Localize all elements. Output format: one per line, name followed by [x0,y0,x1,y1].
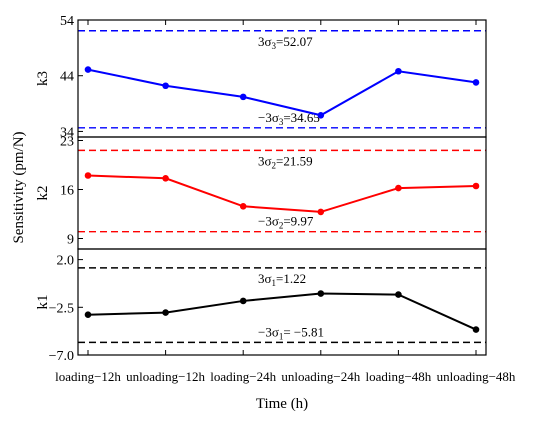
data-point-panel-2-3 [239,203,247,210]
y-tick-label-panel-3: −2.5 [49,301,74,316]
data-point-panel-2-5 [395,184,402,192]
x-axis-title: Time (h) [256,396,308,412]
annotation-subscript: 3 [279,117,284,127]
data-point-panel-1-4 [317,111,325,119]
y-tick-label-panel-2: 16 [60,184,74,199]
annotation-subscript: 3 [272,41,277,51]
panel-ylabel-1: k3 [35,71,51,86]
annotation-value: = −5.81 [283,324,324,339]
data-point-panel-3-6 [472,326,480,333]
annotation-main: −3σ [258,110,279,125]
annotation-value: =34.65 [283,110,320,125]
series-line-panel-3 [87,292,477,331]
annotation-main: 3σ [258,153,272,168]
data-point-panel-1-1 [84,66,92,73]
x-tick-label: loading−24h [210,369,276,384]
data-point-panel-3-1 [84,311,92,319]
series-line-panel-2 [87,174,477,213]
data-point-panel-3-5 [395,291,402,298]
data-point-panel-1-6 [472,79,480,86]
threshold-annotation-2-1: 3σ2=21.59 [258,153,313,170]
x-tick-label: unloading−48h [437,369,516,384]
x-tick-label: unloading−12h [126,369,205,384]
panel-ylabel-2: k2 [35,186,51,201]
y-tick-label-panel-1: 34 [60,125,74,140]
y-tick-label-panel-1: 54 [60,14,74,29]
threshold-annotation-1-1: 3σ3=52.07 [258,34,313,51]
data-point-panel-3-4 [317,290,325,297]
annotation-value: =21.59 [276,153,313,168]
annotation-subscript: 2 [279,221,284,231]
annotation-main: −3σ [258,214,279,229]
data-point-panel-3-2 [162,309,169,316]
annotation-main: 3σ [258,34,272,49]
threshold-annotation-3-1: 3σ1=1.22 [258,271,306,288]
data-point-panel-1-2 [162,82,169,90]
x-tick-label: loading−48h [365,369,431,384]
annotation-value: =9.97 [283,214,314,229]
annotation-subscript: 1 [279,331,284,341]
series-line-panel-1 [87,68,477,117]
y-tick-label-panel-3: −7.0 [49,349,74,364]
data-point-panel-2-4 [317,208,325,216]
annotation-main: −3σ [258,324,279,339]
y-tick-label-panel-3: 2.0 [57,254,75,269]
annotation-subscript: 2 [272,160,277,170]
data-point-panel-1-5 [395,67,402,75]
panel-ylabel-3: k1 [35,295,51,310]
data-point-panel-1-3 [239,93,247,101]
y-tick-label-panel-1: 44 [60,70,74,85]
annotation-value: =1.22 [276,271,306,286]
annotation-subscript: 1 [272,278,277,288]
x-tick-label: loading−12h [55,369,121,384]
threshold-annotation-3-2: −3σ1= −5.81 [258,324,324,341]
panel-frame-3 [77,248,487,356]
data-point-panel-2-6 [472,182,480,190]
data-point-panel-2-2 [162,175,169,182]
annotation-main: 3σ [258,271,272,286]
y-axis-title: Sensitivity (pm/N) [11,131,27,243]
data-point-panel-2-1 [84,172,92,179]
y-tick-label-panel-2: 9 [67,233,74,248]
y-tick-label-panel-2: 23 [60,135,74,150]
x-tick-label: unloading−24h [281,369,360,384]
threshold-annotation-2-2: −3σ2=9.97 [258,214,314,231]
data-point-panel-3-3 [239,297,247,305]
annotation-value: =52.07 [276,34,313,49]
